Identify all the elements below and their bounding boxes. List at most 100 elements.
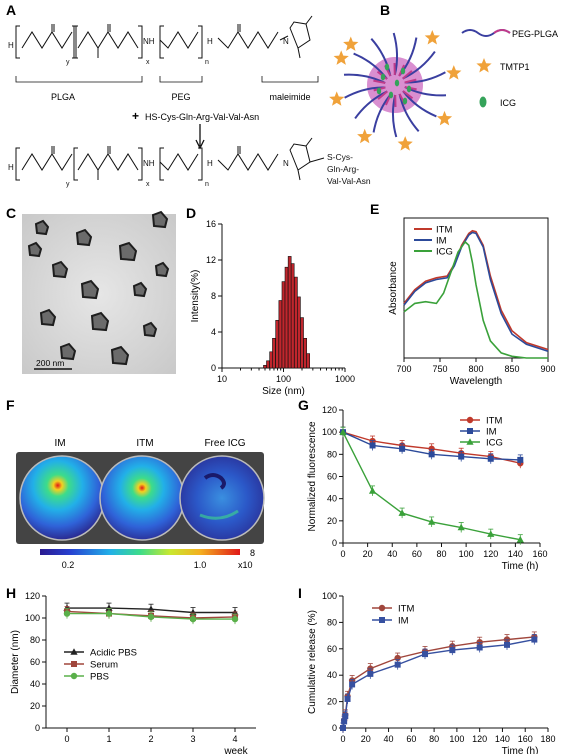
tem-particle (118, 241, 138, 262)
panel-g-letter: G (298, 397, 309, 413)
peptide-line-3: Val-Val-Asn (327, 176, 371, 186)
histogram-bar (294, 276, 298, 369)
tem-particle (151, 210, 169, 229)
y-tick-label: 40 (327, 494, 337, 504)
legend-tmtp1: TMTP1 (500, 62, 530, 72)
plga-chain (373, 79, 386, 84)
legend-icg: ICG (500, 98, 516, 108)
x-tick-label: 40 (387, 549, 397, 559)
legend-marker-icg (466, 438, 474, 445)
legend-marker-acidic-pbs (70, 648, 78, 655)
histogram-bar (290, 263, 295, 369)
x-axis-label: week (223, 746, 248, 754)
icg-dot (380, 73, 386, 81)
n-label: N (283, 37, 289, 46)
nh-label: NH (143, 37, 155, 46)
data-point-acidic-pbs (189, 608, 197, 616)
panel-i: I 0 20 40 60 80 100 0 20 40 60 80 100 120 140 160 180 IT… (298, 585, 556, 754)
panel-h-letter: H (6, 585, 16, 601)
data-point-im (394, 661, 401, 668)
conjugate-structure (15, 137, 325, 181)
data-point-im (517, 456, 524, 463)
x-tick-label: 60 (406, 734, 416, 744)
ho-label: H (8, 41, 14, 50)
plga-label: PLGA (51, 92, 75, 102)
x-tick-label: 100 (276, 374, 291, 384)
x-tick-label: 1 (106, 734, 111, 744)
data-point-icg (428, 518, 436, 525)
y-tick-label: 0 (332, 723, 337, 733)
series-line-im (403, 231, 549, 352)
data-point-im (449, 647, 456, 654)
tem-particle (27, 241, 43, 258)
data-point-im (399, 445, 406, 452)
icg-dot (402, 97, 408, 105)
data-point-im (367, 670, 374, 677)
data-point-itm (428, 445, 435, 452)
x-tick-label: 120 (472, 734, 487, 744)
subscript-y-2: y (66, 181, 70, 188)
y-tick-label: 60 (30, 657, 40, 667)
icg-dot (406, 85, 412, 93)
tmtp1-star (343, 36, 359, 51)
peptide-line-2: Gln-Arg- (327, 164, 359, 174)
x-tick-label: 140 (495, 734, 510, 744)
peptide-line-1: S-Cys- (327, 152, 353, 162)
colorbar-tick-1.0: 1.0 (194, 560, 207, 570)
x-tick-label: 850 (504, 364, 519, 374)
tem-particle (154, 261, 170, 278)
panel-h: H 0 20 40 60 80 100 120 0 1 2 3 4 Acidic PBSSerumPBS… (6, 585, 256, 754)
x-tick-label: 4 (232, 734, 237, 744)
icg-dot (384, 63, 390, 71)
tmtp1-star (397, 136, 413, 151)
y-tick-label: 0 (211, 363, 216, 373)
y-tick-label: 20 (327, 516, 337, 526)
data-point-icg (457, 523, 465, 531)
plga-chain (402, 70, 413, 80)
data-point-im (487, 455, 494, 462)
legend-marker-itm (466, 416, 474, 424)
data-point-pbs (63, 610, 71, 617)
subscript-n: n (205, 59, 209, 66)
data-point-acidic-pbs (105, 604, 113, 611)
series-line-im (342, 638, 535, 729)
tem-particle (90, 311, 110, 332)
data-point-im (458, 453, 465, 460)
subscript-x: x (146, 59, 150, 66)
panel-f: F IM ITM Free ICG (6, 397, 265, 570)
y-axis-label: Diameter (nm) (10, 630, 21, 694)
plga-chain (377, 90, 388, 100)
panel-i-letter: I (298, 585, 302, 601)
histogram-bar (306, 353, 310, 369)
legend-marker-im (379, 617, 385, 623)
x-tick-label: 140 (508, 549, 523, 559)
x-axis-label: Wavelength (450, 376, 502, 387)
x-tick-label: 20 (363, 549, 373, 559)
x-tick-label: 60 (412, 549, 422, 559)
well-rim-glow (199, 509, 239, 520)
colorbar-exponent: 8 (250, 548, 255, 558)
legend-label-icg: ICG (486, 438, 503, 449)
colorbar (40, 549, 240, 555)
x-tick-label: 3 (190, 734, 195, 744)
legend-label-serum: Serum (90, 660, 118, 671)
histogram-bar (303, 337, 307, 369)
data-point-im (340, 725, 346, 731)
data-point-im (531, 636, 538, 643)
tem-particle (34, 219, 50, 236)
data-point-im (342, 713, 349, 720)
well-free-icg (179, 455, 265, 541)
colorbar-multiplier: x10 (238, 560, 253, 570)
histogram-bar (287, 256, 292, 369)
x-tick-label: 900 (540, 364, 555, 374)
x-tick-label: 0 (340, 549, 345, 559)
tmtp1-star (446, 65, 462, 80)
legend-label-itm: ITM (436, 225, 452, 236)
histogram-bar (284, 266, 289, 369)
data-point-im (422, 651, 428, 658)
y-tick-label: 40 (30, 679, 40, 689)
x-tick-label: 40 (384, 734, 394, 744)
h-label-2: H (207, 159, 213, 168)
data-point-im (344, 695, 351, 702)
